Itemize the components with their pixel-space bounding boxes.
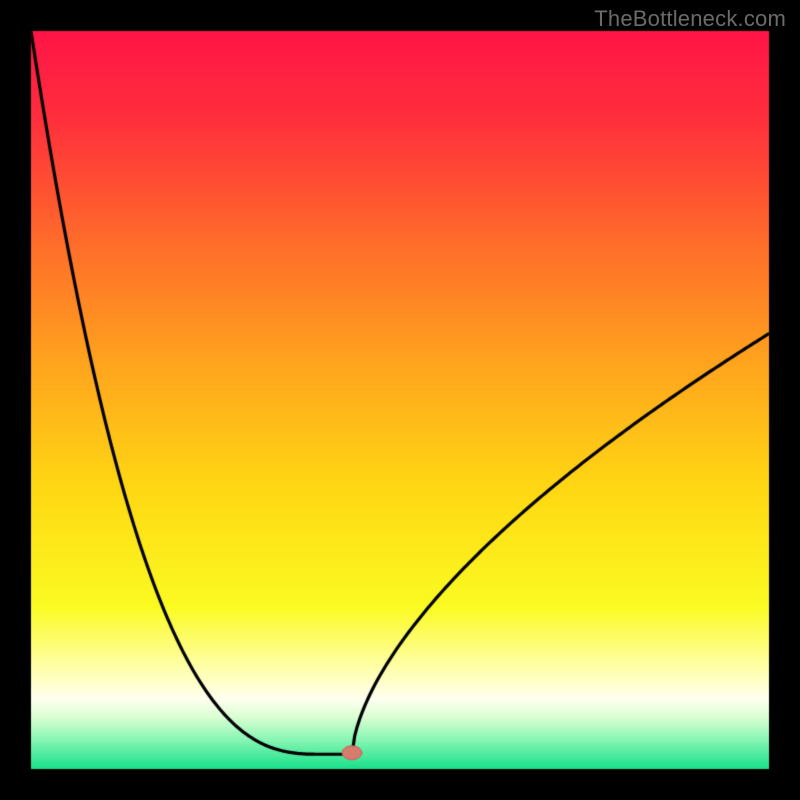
bottleneck-curve bbox=[0, 0, 800, 800]
watermark-text: TheBottleneck.com bbox=[594, 6, 786, 32]
